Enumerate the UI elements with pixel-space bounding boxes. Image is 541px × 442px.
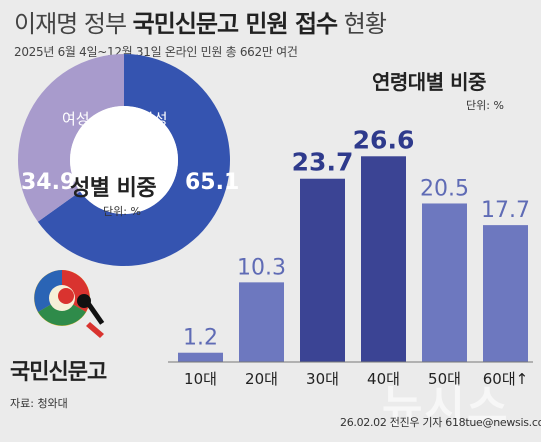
gender-unit-label: 단위: % [103, 205, 141, 218]
age-chart-title: 연령대별 비중 [372, 70, 486, 94]
pie-label-female: 여성 [62, 110, 90, 128]
bar-category-label: 60대↑ [483, 370, 528, 388]
bar-value-label: 10.3 [237, 255, 286, 280]
watermark: 뉴시스 [382, 381, 510, 432]
bar-50대 [422, 203, 467, 362]
bar-category-label: 50대 [428, 370, 461, 388]
source-note: 자료: 청와대 [10, 397, 68, 410]
subtitle: 2025년 6월 4일~12월 31일 온라인 민원 총 662만 여건 [14, 45, 298, 59]
donut-hole [70, 106, 178, 214]
logo-text: 국민신문고 [10, 360, 107, 385]
credit-note: 26.02.02 전진우 기자 618tue@newsis.com [340, 416, 541, 429]
bar-value-label: 23.7 [292, 148, 354, 177]
bar-value-label: 1.2 [183, 326, 218, 351]
bar-30대 [300, 178, 345, 362]
bar-category-label: 20대 [245, 370, 278, 388]
pie-label-male: 남성 [140, 110, 168, 128]
bar-40대 [361, 156, 406, 362]
bar-value-label: 26.6 [353, 125, 415, 154]
page-title: 이재명 정부 국민신문고 민원 접수 현황 [14, 4, 387, 39]
bar-value-label: 17.7 [481, 198, 530, 223]
pie-slice-male [37, 54, 231, 266]
title-post: 현황 [343, 10, 387, 38]
bar-value-label: 20.5 [420, 176, 469, 201]
title-bold: 국민신문고 민원 접수 [132, 10, 338, 38]
gender-chart-title: 성별 비중 [70, 176, 157, 201]
pie-value-female: 34.9 [21, 170, 76, 195]
bar-category-label: 10대 [184, 370, 217, 388]
bar-60대↑ [483, 225, 528, 362]
bar-20대 [239, 282, 284, 362]
title-pre: 이재명 정부 [14, 10, 127, 38]
bar-10대 [178, 352, 223, 362]
age-unit-label: 단위: % [466, 99, 504, 112]
bar-category-label: 30대 [306, 370, 339, 388]
pie-slice-female [17, 54, 124, 222]
bar-category-label: 40대 [367, 370, 400, 388]
pie-value-male: 65.1 [185, 170, 240, 195]
